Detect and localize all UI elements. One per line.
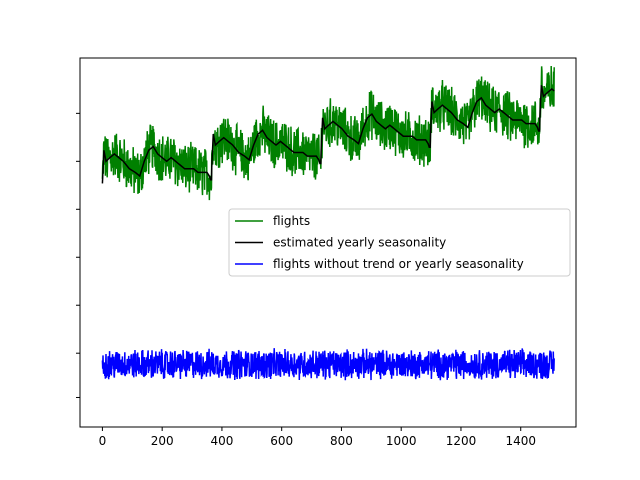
legend-label: estimated yearly seasonality <box>273 236 446 250</box>
x-tick-label: 200 <box>151 434 174 448</box>
x-tick-label: 400 <box>210 434 233 448</box>
x-tick-label: 800 <box>330 434 353 448</box>
axes-layer: 0 200 400 600 800 1000 1200 1400 <box>76 57 577 448</box>
x-tick-label: 1000 <box>386 434 417 448</box>
series-layer <box>101 66 555 381</box>
legend: flights estimated yearly seasonality fligh… <box>228 208 571 277</box>
x-tick-label: 1200 <box>446 434 477 448</box>
x-tick-label: 600 <box>270 434 293 448</box>
x-tick-label: 1400 <box>505 434 536 448</box>
x-tick-label: 0 <box>99 434 107 448</box>
legend-label: flights <box>273 214 310 228</box>
series-flights-line <box>101 66 555 201</box>
legend-box <box>228 208 571 277</box>
axes-frame <box>79 57 577 428</box>
series-residual-line <box>101 348 555 381</box>
series-seasonality-line <box>101 85 555 184</box>
legend-label: flights without trend or yearly seasonal… <box>273 257 524 271</box>
